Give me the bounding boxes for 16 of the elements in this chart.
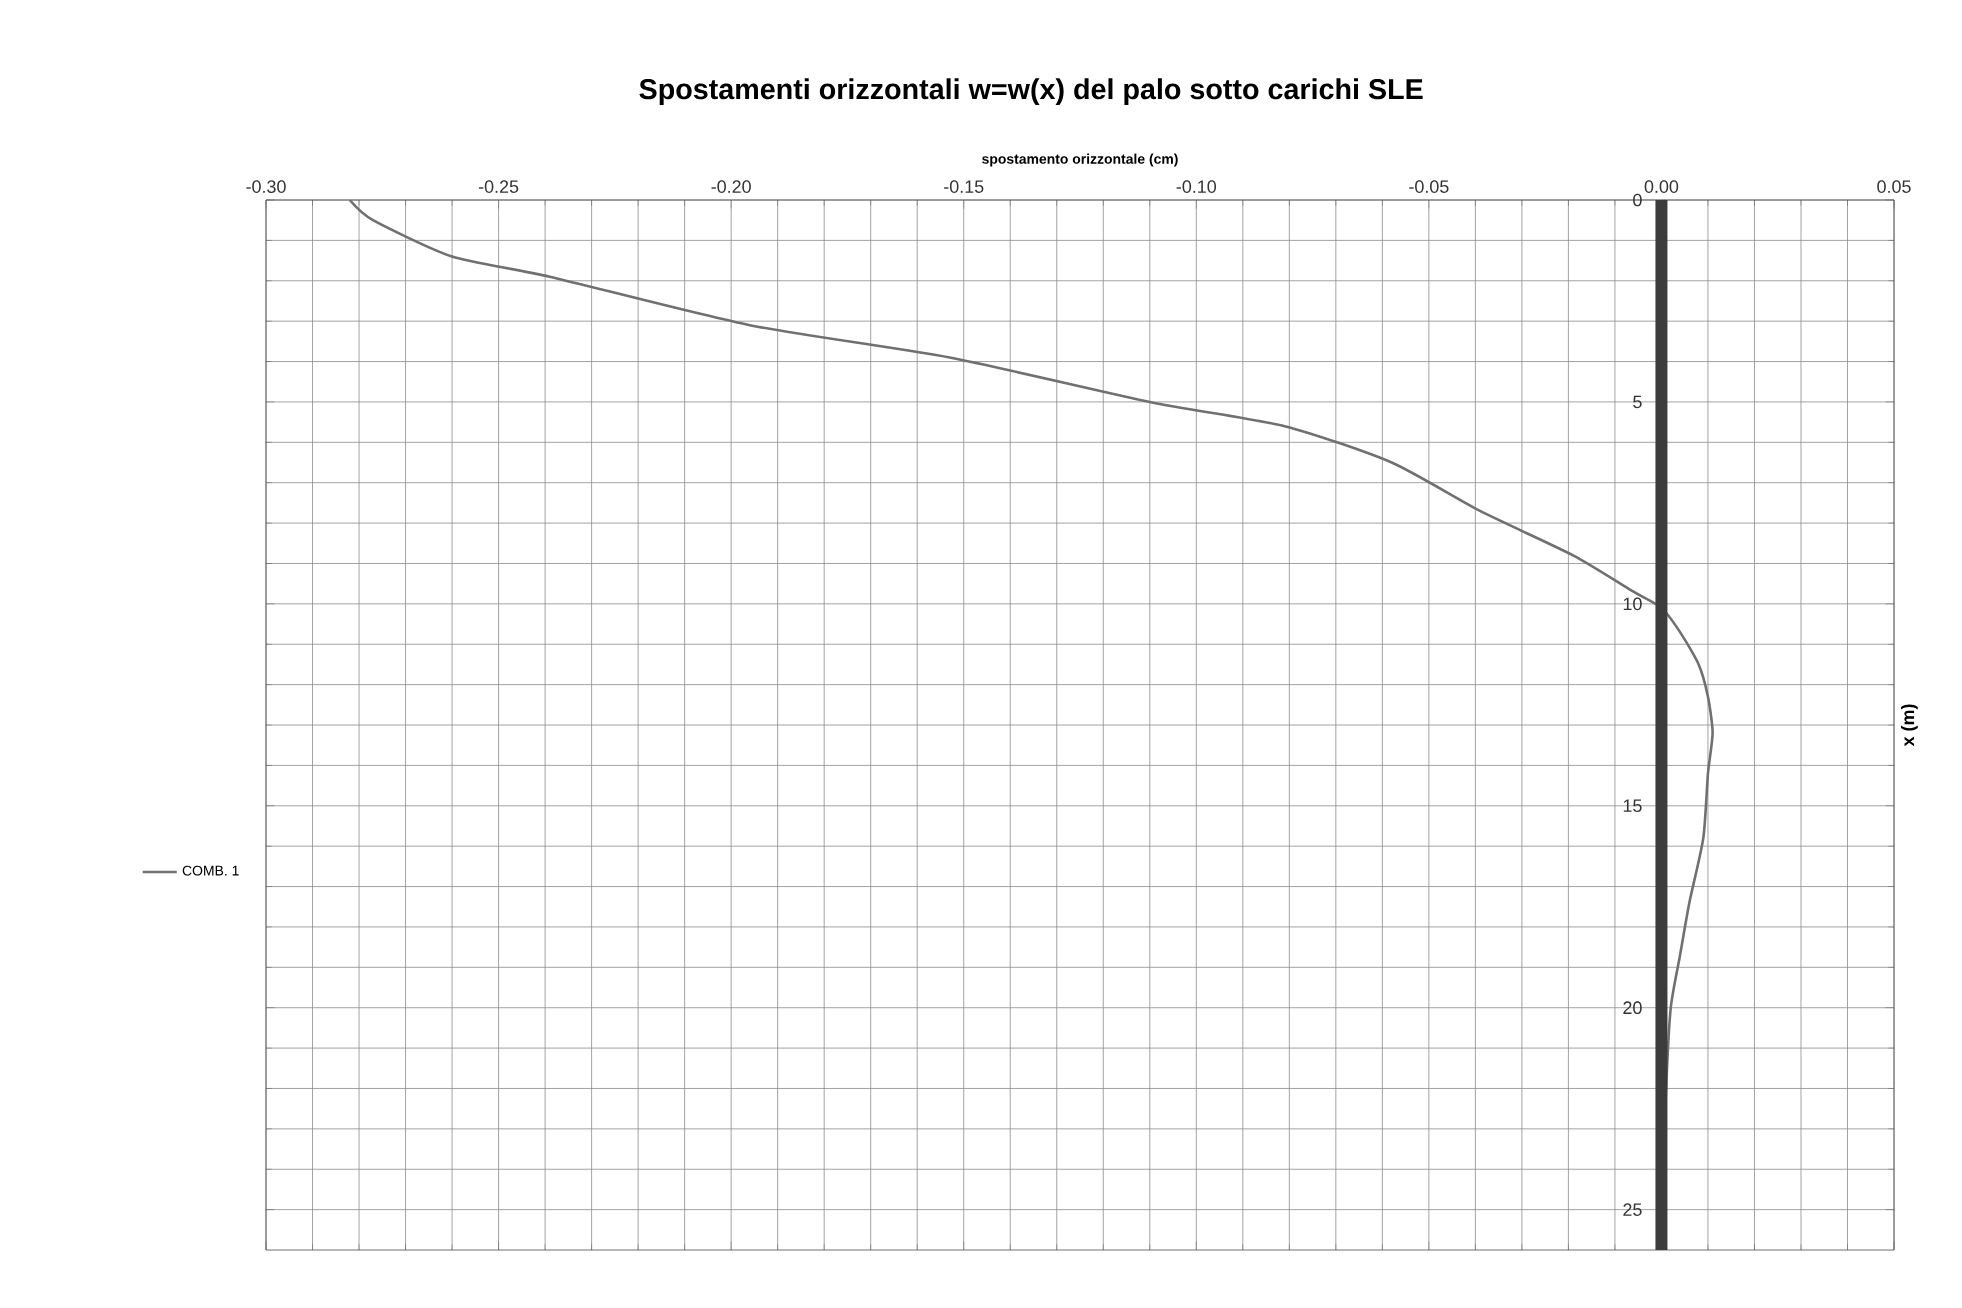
x-tick-label: 0.00 (1644, 180, 1679, 193)
y-tick-label: 15 (1623, 799, 1642, 813)
chart-title: Spostamenti orizzontali w=w(x) del palo sotto carichi SLE (639, 78, 1423, 106)
y-tick-label: 20 (1623, 1001, 1642, 1015)
x-tick-label: -0.10 (1176, 180, 1217, 193)
y-tick-label: 25 (1623, 1203, 1642, 1216)
y-tick-label: 10 (1623, 597, 1642, 611)
y-tick-label: 5 (1633, 395, 1642, 409)
x-tick-label: -0.30 (246, 180, 286, 193)
x-tick-label: 0.05 (1877, 180, 1911, 193)
x-tick-label: -0.05 (1409, 180, 1449, 193)
x-tick-label: -0.20 (711, 180, 751, 193)
x-tick-label: -0.25 (478, 180, 519, 193)
y-tick-label: 0 (1633, 193, 1642, 207)
x-tick-label: -0.15 (944, 180, 984, 193)
y-axis-title: x (m) (1901, 704, 1918, 747)
